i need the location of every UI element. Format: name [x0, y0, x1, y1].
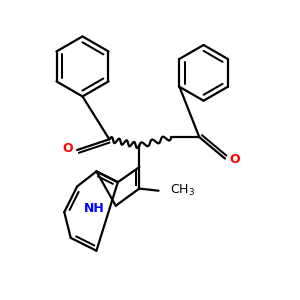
Text: NH: NH	[84, 202, 105, 215]
Text: O: O	[229, 153, 240, 166]
Text: CH$_3$: CH$_3$	[169, 183, 195, 198]
Text: O: O	[62, 142, 73, 155]
